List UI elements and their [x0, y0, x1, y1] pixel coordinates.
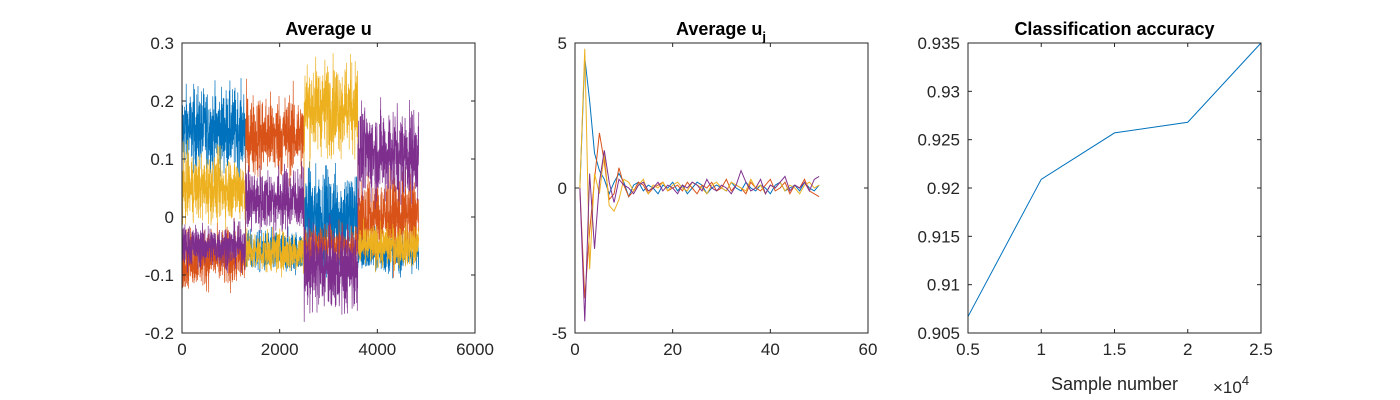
- y-tick-label: 0.905: [917, 324, 960, 343]
- chart-average-uj: Average uj 0 20 40 60-505: [552, 19, 878, 359]
- y-tick-label: 0.2: [150, 92, 174, 111]
- series-line-4: [579, 150, 820, 322]
- y-tick-label: -0.1: [145, 266, 174, 285]
- series-lines: [181, 53, 420, 322]
- y-tick-label: 0.92: [927, 179, 960, 198]
- y-tick-label: 0.93: [927, 82, 960, 101]
- y-tick-label: 0.925: [917, 131, 960, 150]
- series-line-3: [181, 53, 420, 278]
- series-line-1: [579, 57, 820, 199]
- x-axis-label: Sample number: [1051, 374, 1178, 394]
- x-tick-label: 20: [663, 340, 682, 359]
- x-tick-label: 1.5: [1103, 340, 1127, 359]
- axis-ticks: 0.5 1 1.5 2 2.5 0.905 0.91 0.915 0.92 0.925 0.93 0.…: [917, 34, 1272, 359]
- series-line-2: [579, 132, 820, 299]
- series-line-4: [181, 97, 420, 322]
- x-axis-multiplier: ×104: [1213, 373, 1249, 397]
- y-tick-label: -5: [552, 324, 567, 343]
- series-lines: [967, 42, 1262, 317]
- chart-title: Classification accuracy: [1014, 19, 1214, 39]
- y-tick-label: 0.1: [150, 150, 174, 169]
- series-line-1: [967, 42, 1262, 317]
- y-tick-label: 0.91: [927, 276, 960, 295]
- axes-box: [967, 42, 1262, 334]
- x-tick-label: 40: [761, 340, 780, 359]
- x-multiplier-exponent: 4: [1242, 373, 1249, 388]
- x-tick-label: 60: [859, 340, 878, 359]
- series-line-3: [579, 48, 820, 270]
- x-tick-label: 1: [1037, 340, 1046, 359]
- x-tick-label: 4000: [358, 340, 396, 359]
- y-tick-label: 0.915: [917, 227, 960, 246]
- x-tick-label: 2.5: [1249, 340, 1273, 359]
- axes-box: [181, 42, 476, 334]
- title-main: Average u: [676, 19, 762, 39]
- y-tick-label: 0: [558, 179, 567, 198]
- y-tick-label: -0.2: [145, 324, 174, 343]
- chart-title: Average uj: [676, 19, 766, 44]
- series-lines: [579, 48, 820, 322]
- chart-title: Average u: [285, 19, 371, 39]
- title-subscript: j: [761, 29, 766, 44]
- chart-classification-accuracy: Classification accuracy 0.5 1 1.5 2 2.5 0.905…: [917, 19, 1272, 397]
- x-multiplier-base: ×10: [1213, 378, 1242, 397]
- y-tick-label: 0: [165, 208, 174, 227]
- y-tick-label: 0.3: [150, 34, 174, 53]
- chart-average-u: Average u 0 2000 4000 6000 -0.2 -0.1 0 0.1 0.2 0.…: [145, 19, 494, 359]
- x-tick-label: 0: [177, 340, 186, 359]
- y-tick-label: 0.935: [917, 34, 960, 53]
- x-tick-label: 2000: [261, 340, 299, 359]
- x-tick-label: 6000: [456, 340, 494, 359]
- axis-ticks: 0 20 40 60-505: [552, 34, 878, 359]
- axis-ticks: 0 2000 4000 6000 -0.2 -0.1 0 0.1 0.2 0.3: [145, 34, 494, 359]
- y-tick-label: 5: [558, 34, 567, 53]
- x-tick-label: 0: [570, 340, 579, 359]
- x-tick-label: 2: [1183, 340, 1192, 359]
- x-tick-label: 0.5: [956, 340, 980, 359]
